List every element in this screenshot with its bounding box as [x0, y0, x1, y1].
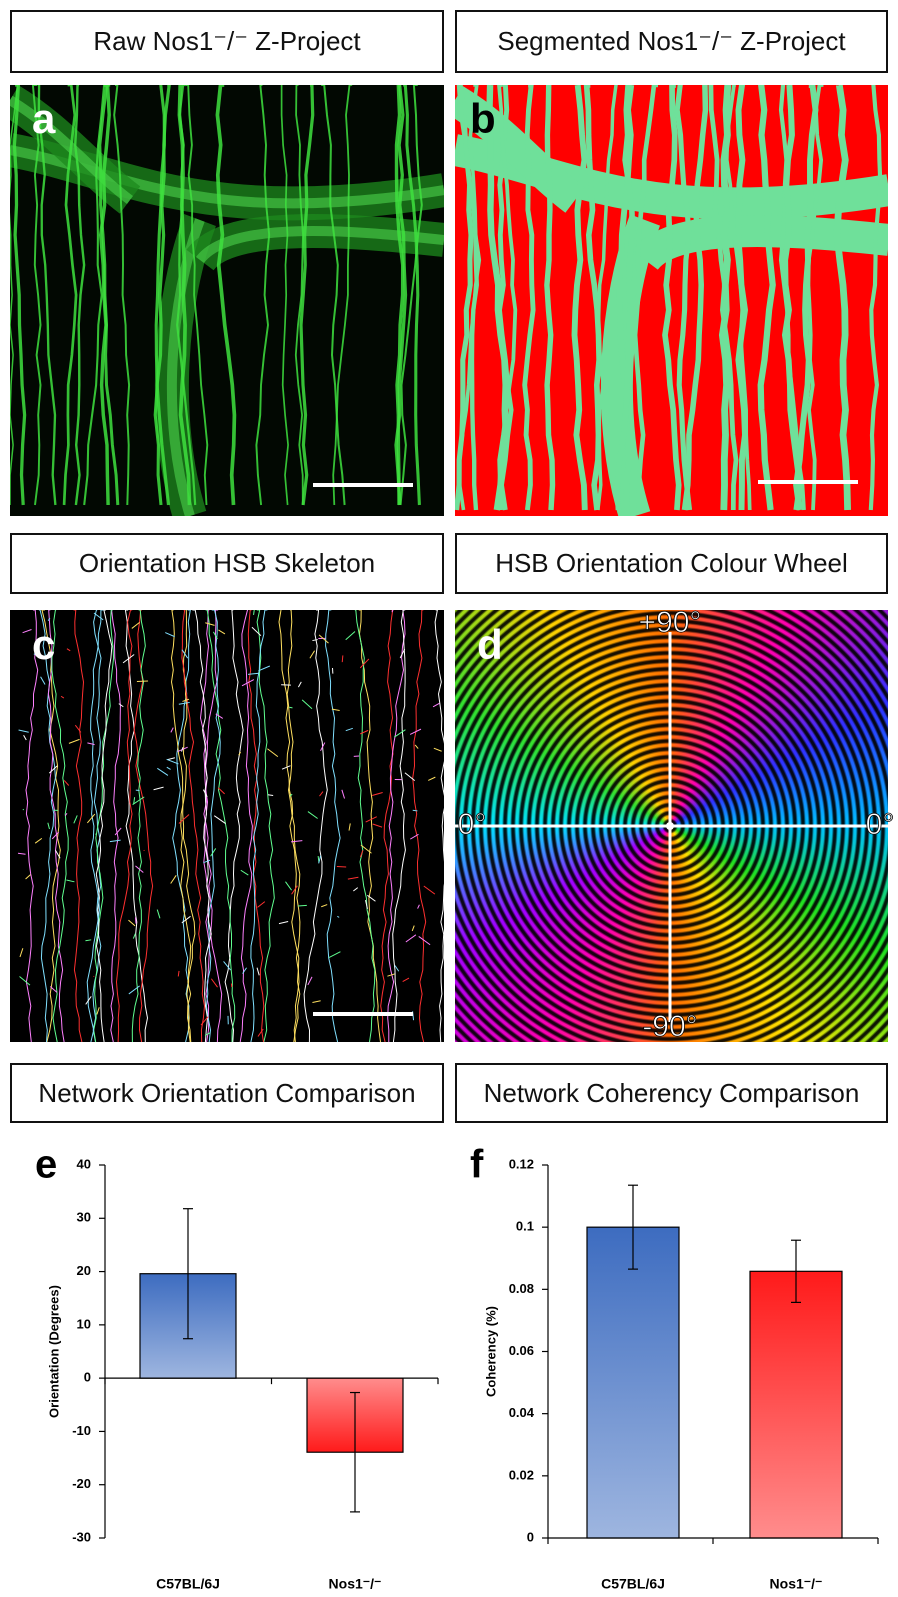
bar: [587, 1227, 679, 1538]
x-tick-label: Nos1⁻/⁻: [329, 1576, 382, 1592]
y-tick-label: 0.06: [509, 1343, 534, 1358]
overlay: +90° 0° 0° -90° a b c d e Orientation (Degrees) -3…: [0, 0, 898, 1597]
panel-title: Segmented Nos1⁻/⁻ Z-Project: [455, 10, 888, 73]
panel-letter: f: [470, 1143, 484, 1187]
wheel-label: 0°: [866, 808, 895, 841]
y-tick-label: 0.12: [509, 1156, 534, 1171]
figure: +90° 0° 0° -90° a b c d e Orientation (Degrees) -3…: [0, 0, 898, 1597]
y-tick-label: 20: [77, 1263, 91, 1278]
y-axis-label: Orientation (Degrees): [46, 1285, 61, 1418]
y-tick-label: -20: [72, 1476, 91, 1491]
wheel-label: 0°: [458, 808, 487, 841]
y-tick-label: 40: [77, 1156, 91, 1171]
panel-title: Orientation HSB Skeleton: [10, 533, 444, 594]
y-tick-label: 0: [527, 1529, 534, 1544]
wheel-label: -90°: [642, 1010, 697, 1043]
panel-letter: e: [35, 1143, 57, 1187]
panel-title: HSB Orientation Colour Wheel: [455, 533, 888, 594]
panel-letter: d: [477, 621, 503, 668]
y-tick-label: 30: [77, 1210, 91, 1225]
y-tick-label: 0: [84, 1370, 91, 1385]
y-axis-label: Coherency (%): [483, 1306, 498, 1397]
y-tick-label: -30: [72, 1529, 91, 1544]
bar: [750, 1271, 842, 1538]
panel-letter: a: [32, 95, 56, 142]
panel-title: Raw Nos1⁻/⁻ Z-Project: [10, 10, 444, 73]
panel-letter: c: [32, 621, 55, 668]
panel-title: Network Orientation Comparison: [10, 1063, 444, 1123]
y-tick-label: -10: [72, 1423, 91, 1438]
y-tick-label: 0.1: [516, 1219, 534, 1234]
wheel-label: +90°: [639, 606, 702, 639]
x-tick-label: C57BL/6J: [601, 1576, 665, 1592]
panel-letter: b: [470, 95, 496, 142]
x-tick-label: C57BL/6J: [156, 1576, 220, 1592]
y-tick-label: 10: [77, 1316, 91, 1331]
y-tick-label: 0.02: [509, 1467, 534, 1482]
wheel-centre: [666, 822, 674, 830]
y-tick-label: 0.04: [509, 1405, 535, 1420]
panel-title: Network Coherency Comparison: [455, 1063, 888, 1123]
x-tick-label: Nos1⁻/⁻: [770, 1576, 823, 1592]
y-tick-label: 0.08: [509, 1281, 534, 1296]
